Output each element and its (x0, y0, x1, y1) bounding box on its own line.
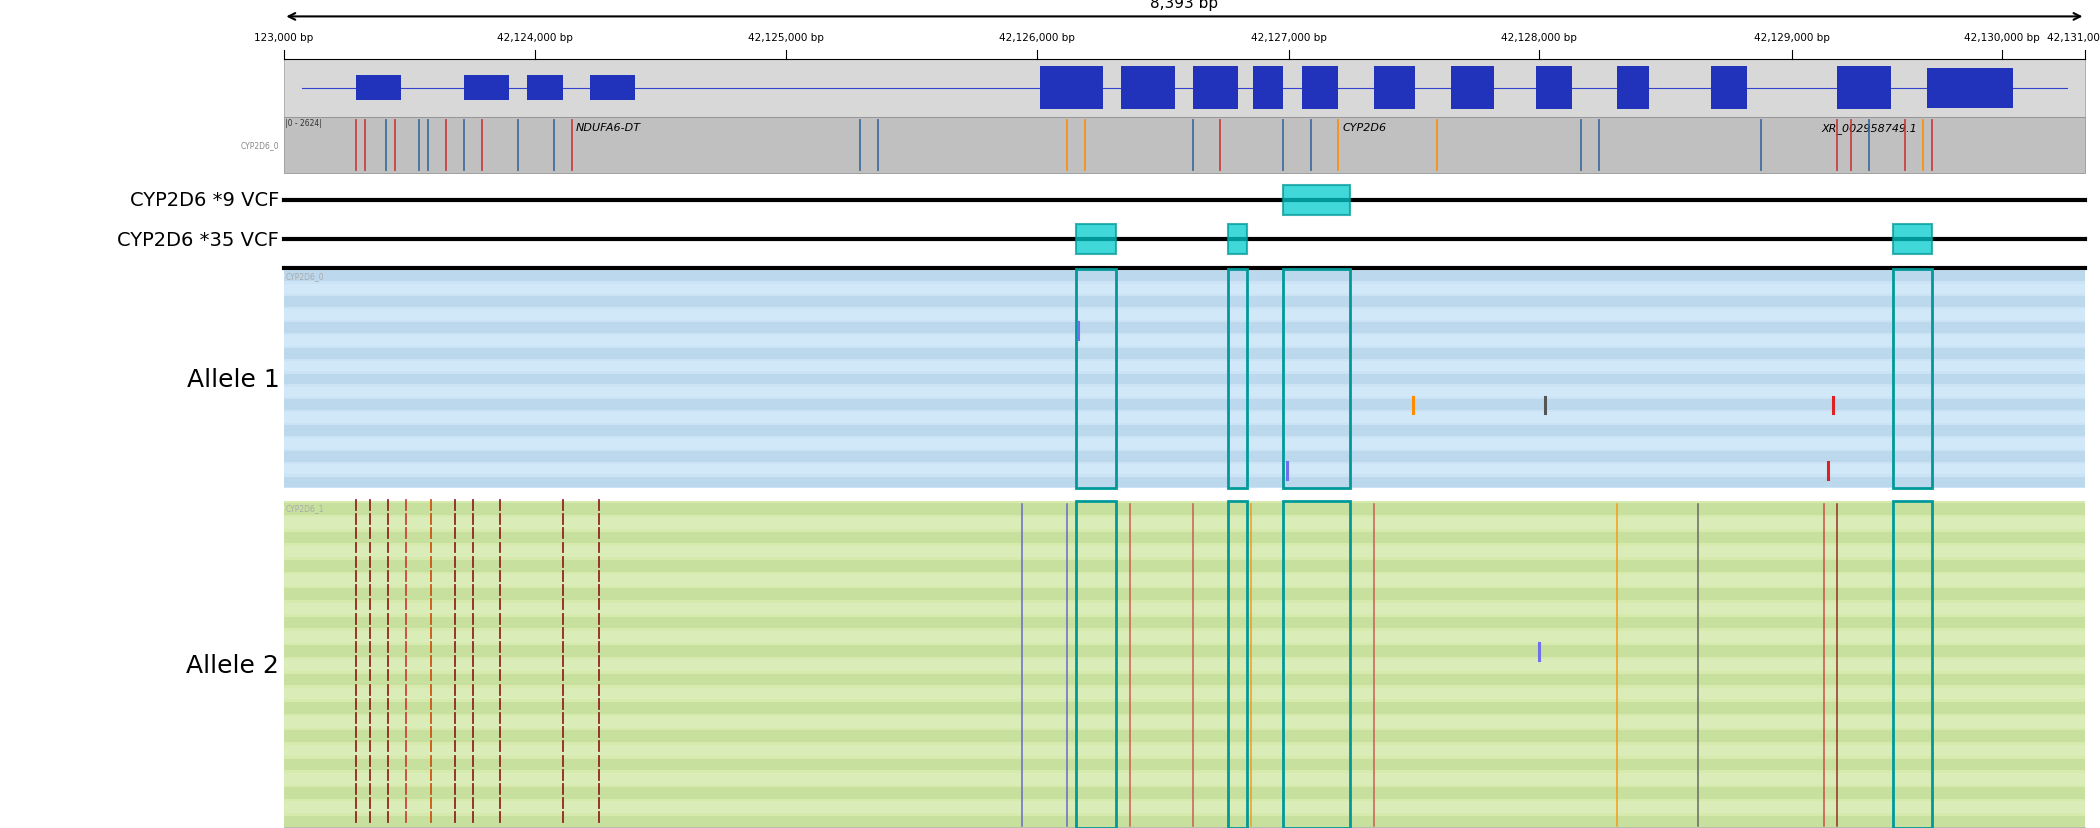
Text: 8,393 bp: 8,393 bp (1151, 0, 1218, 11)
Bar (284, 730, 2085, 742)
Bar (1193, 67, 1239, 110)
Bar (1254, 67, 1283, 110)
Bar (1283, 502, 1350, 828)
Bar (284, 310, 2085, 320)
Bar (1228, 502, 1247, 828)
Bar (355, 76, 401, 101)
Bar (1617, 67, 1648, 110)
Bar (284, 272, 2085, 282)
Bar (1892, 502, 1932, 828)
Bar (284, 270, 2085, 489)
Bar (284, 349, 2085, 359)
Bar (284, 674, 2085, 686)
Bar (284, 787, 2085, 799)
Bar (284, 518, 2085, 529)
Bar (527, 76, 563, 101)
Bar (284, 503, 2085, 515)
Text: |0 - 2624|: |0 - 2624| (286, 118, 321, 128)
Bar (284, 284, 2085, 295)
Bar (284, 575, 2085, 586)
Bar (284, 451, 2085, 462)
Bar (284, 802, 2085, 813)
Text: 42,129,000 bp: 42,129,000 bp (1754, 33, 1829, 43)
Bar (1040, 67, 1102, 110)
Bar (284, 688, 2085, 700)
Bar (1077, 270, 1115, 489)
Bar (284, 744, 2085, 756)
Bar (1283, 270, 1350, 489)
Bar (1077, 225, 1115, 255)
Bar (1892, 270, 1932, 489)
Bar (1228, 225, 1247, 255)
Bar (284, 477, 2085, 488)
Text: 42,126,000 bp: 42,126,000 bp (1000, 33, 1075, 43)
Bar (284, 631, 2085, 643)
Text: CYP2D6_0: CYP2D6_0 (242, 142, 279, 150)
Text: Allele 2: Allele 2 (187, 653, 279, 676)
Bar (284, 758, 2085, 770)
Bar (1077, 502, 1115, 828)
Bar (284, 297, 2085, 308)
Bar (1121, 67, 1176, 110)
Bar (284, 561, 2085, 572)
Bar (284, 702, 2085, 714)
Text: CYP2D6_1: CYP2D6_1 (286, 503, 323, 513)
Text: CYP2D6: CYP2D6 (1342, 123, 1386, 132)
Bar (1535, 67, 1571, 110)
Text: 42,131,000 bp: 42,131,000 bp (2048, 33, 2100, 43)
Bar (284, 323, 2085, 334)
Bar (284, 335, 2085, 346)
Bar (284, 118, 2085, 174)
Bar (284, 400, 2085, 411)
Bar (464, 76, 508, 101)
Bar (1373, 67, 1415, 110)
Bar (284, 716, 2085, 728)
Bar (1302, 67, 1338, 110)
Text: Allele 1: Allele 1 (187, 368, 279, 391)
Text: 42,124,000 bp: 42,124,000 bp (498, 33, 573, 43)
Bar (284, 660, 2085, 672)
Text: CYP2D6 *9 VCF: CYP2D6 *9 VCF (130, 191, 279, 209)
Bar (284, 426, 2085, 436)
Bar (284, 60, 2085, 118)
Text: 42,127,000 bp: 42,127,000 bp (1252, 33, 1327, 43)
Text: 123,000 bp: 123,000 bp (254, 33, 313, 43)
Bar (284, 532, 2085, 543)
Bar (284, 617, 2085, 628)
Bar (284, 589, 2085, 600)
Bar (1283, 185, 1350, 215)
Bar (284, 362, 2085, 372)
Bar (1451, 67, 1495, 110)
Bar (590, 76, 634, 101)
Bar (1712, 67, 1747, 110)
Bar (284, 413, 2085, 423)
Bar (284, 502, 2085, 828)
Bar (284, 439, 2085, 449)
Bar (284, 603, 2085, 614)
Bar (284, 465, 2085, 474)
Text: NDUFA6-DT: NDUFA6-DT (575, 123, 640, 132)
Bar (284, 816, 2085, 827)
Text: 42,125,000 bp: 42,125,000 bp (748, 33, 823, 43)
Text: CYP2D6 *35 VCF: CYP2D6 *35 VCF (118, 231, 279, 249)
Bar (284, 546, 2085, 558)
Bar (1926, 69, 2014, 108)
Bar (284, 645, 2085, 657)
Text: 42,130,000 bp: 42,130,000 bp (1964, 33, 2039, 43)
Text: 42,128,000 bp: 42,128,000 bp (1502, 33, 1577, 43)
Bar (284, 773, 2085, 785)
Bar (1892, 225, 1932, 255)
Bar (1228, 270, 1247, 489)
Bar (1838, 67, 1890, 110)
Text: CYP2D6_0: CYP2D6_0 (286, 272, 323, 281)
Bar (284, 374, 2085, 385)
Bar (284, 388, 2085, 397)
Text: XR_002958749.1: XR_002958749.1 (1821, 123, 1917, 133)
